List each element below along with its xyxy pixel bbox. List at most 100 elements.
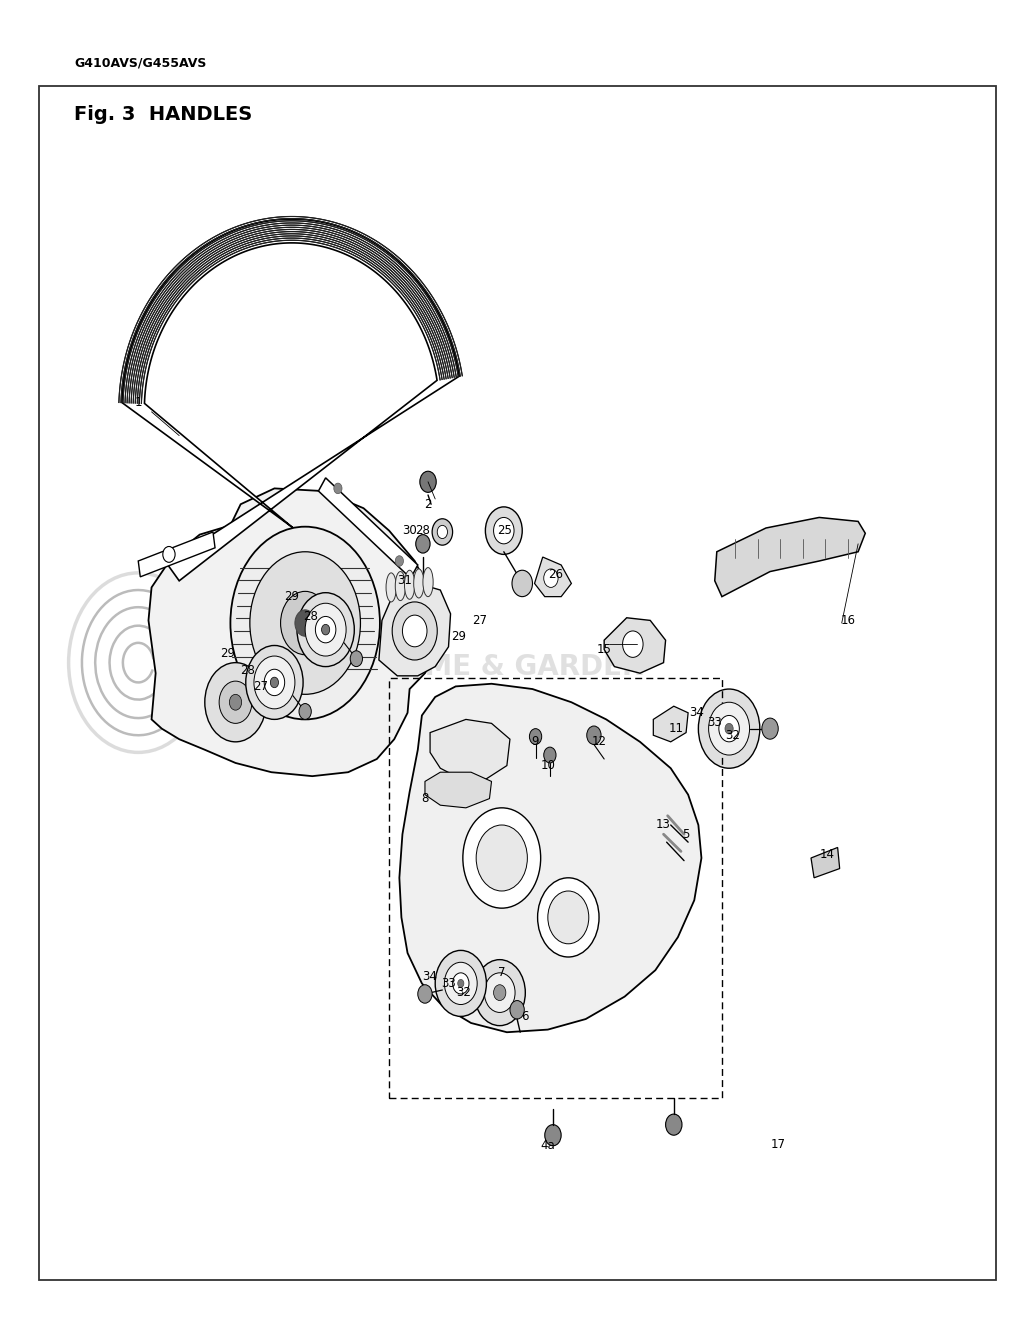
Text: 34: 34 — [689, 706, 703, 719]
Circle shape — [297, 593, 354, 667]
Circle shape — [453, 973, 469, 994]
Text: 16: 16 — [841, 614, 855, 627]
Polygon shape — [653, 706, 688, 742]
Text: 29: 29 — [220, 647, 234, 660]
Text: 28: 28 — [416, 524, 430, 537]
Text: 25: 25 — [498, 524, 512, 537]
Text: 4a: 4a — [541, 1139, 555, 1152]
Text: 31: 31 — [397, 574, 412, 587]
Circle shape — [305, 603, 346, 656]
Text: 32: 32 — [457, 986, 471, 999]
Text: 6: 6 — [521, 1010, 529, 1023]
Circle shape — [299, 704, 311, 719]
Text: 17: 17 — [771, 1138, 785, 1151]
Polygon shape — [138, 532, 215, 577]
Text: 29: 29 — [452, 630, 466, 643]
Text: 1: 1 — [134, 396, 142, 409]
Ellipse shape — [404, 570, 415, 599]
Text: HOME & GARDEN: HOME & GARDEN — [379, 652, 645, 681]
Polygon shape — [148, 488, 438, 776]
Text: 33: 33 — [708, 715, 722, 729]
Circle shape — [350, 651, 362, 667]
Circle shape — [666, 1114, 682, 1135]
Text: 28: 28 — [241, 664, 255, 677]
Circle shape — [322, 624, 330, 635]
Circle shape — [264, 669, 285, 696]
Polygon shape — [811, 847, 840, 878]
Circle shape — [420, 471, 436, 492]
Circle shape — [295, 610, 315, 636]
Circle shape — [416, 535, 430, 553]
Polygon shape — [122, 219, 459, 591]
Ellipse shape — [386, 573, 396, 602]
Text: 10: 10 — [541, 759, 555, 772]
Text: 27: 27 — [472, 614, 486, 627]
Text: 27: 27 — [254, 680, 268, 693]
Text: 29: 29 — [285, 590, 299, 603]
Circle shape — [281, 591, 330, 655]
Circle shape — [512, 570, 532, 597]
Circle shape — [246, 645, 303, 719]
Circle shape — [476, 825, 527, 891]
Circle shape — [484, 973, 515, 1012]
Polygon shape — [430, 719, 510, 779]
Circle shape — [545, 1125, 561, 1146]
Bar — [389, 678, 722, 1098]
Circle shape — [418, 985, 432, 1003]
Circle shape — [463, 808, 541, 908]
Polygon shape — [425, 772, 492, 808]
Text: 33: 33 — [441, 977, 456, 990]
Circle shape — [698, 689, 760, 768]
Circle shape — [538, 878, 599, 957]
Text: 26: 26 — [549, 568, 563, 581]
Circle shape — [219, 681, 252, 723]
Circle shape — [432, 519, 453, 545]
Circle shape — [270, 677, 279, 688]
Circle shape — [544, 747, 556, 763]
Text: 8: 8 — [421, 792, 429, 805]
Ellipse shape — [395, 572, 406, 601]
Circle shape — [529, 729, 542, 744]
Circle shape — [402, 615, 427, 647]
Circle shape — [229, 694, 242, 710]
Text: G410AVS/G455AVS: G410AVS/G455AVS — [75, 57, 207, 70]
Circle shape — [395, 556, 403, 566]
Circle shape — [205, 663, 266, 742]
Circle shape — [494, 517, 514, 544]
Circle shape — [254, 656, 295, 709]
Text: 32: 32 — [725, 729, 739, 742]
Text: 11: 11 — [669, 722, 683, 735]
Text: 34: 34 — [423, 970, 437, 983]
Circle shape — [437, 525, 447, 539]
Circle shape — [485, 507, 522, 554]
Text: 2: 2 — [424, 498, 432, 511]
Text: 30: 30 — [402, 524, 417, 537]
Circle shape — [510, 1001, 524, 1019]
Ellipse shape — [423, 568, 433, 597]
Circle shape — [163, 546, 175, 562]
Circle shape — [548, 891, 589, 944]
Text: 28: 28 — [303, 610, 317, 623]
Text: 5: 5 — [682, 828, 690, 841]
Circle shape — [444, 962, 477, 1005]
Circle shape — [725, 723, 733, 734]
Ellipse shape — [414, 569, 424, 598]
Text: 9: 9 — [530, 735, 539, 748]
Circle shape — [435, 950, 486, 1016]
Circle shape — [334, 483, 342, 494]
Circle shape — [392, 602, 437, 660]
Circle shape — [762, 718, 778, 739]
Polygon shape — [399, 684, 701, 1032]
Polygon shape — [604, 618, 666, 673]
Circle shape — [315, 616, 336, 643]
Circle shape — [623, 631, 643, 657]
Circle shape — [230, 527, 380, 719]
Text: 13: 13 — [656, 818, 671, 832]
Circle shape — [494, 985, 506, 1001]
Text: 7: 7 — [498, 966, 506, 979]
Text: Fig. 3  HANDLES: Fig. 3 HANDLES — [74, 106, 252, 124]
Text: 14: 14 — [820, 847, 835, 861]
Polygon shape — [535, 557, 571, 597]
Circle shape — [587, 726, 601, 744]
Circle shape — [458, 979, 464, 987]
